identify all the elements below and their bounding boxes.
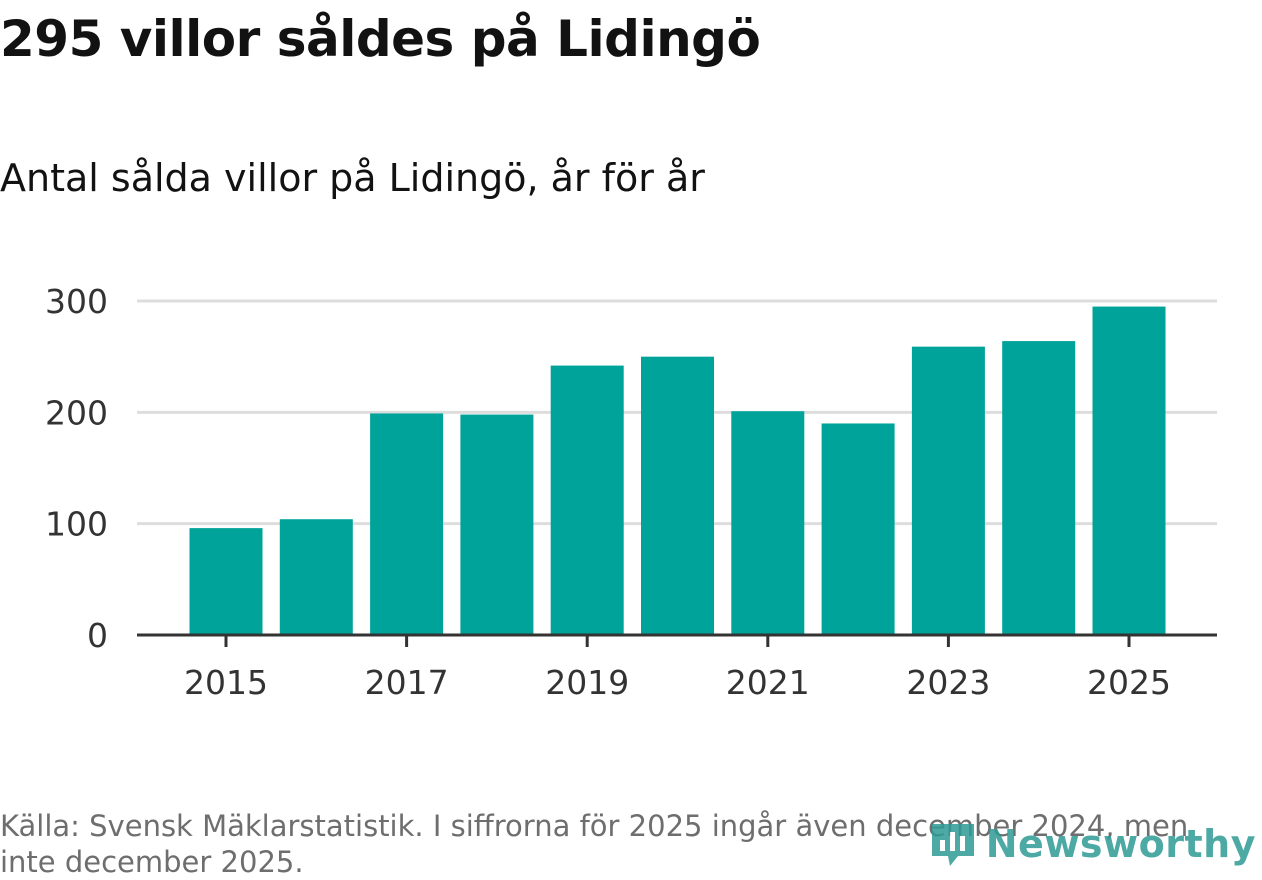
bar-2025 bbox=[1092, 306, 1166, 635]
x-tick-label: 2015 bbox=[184, 663, 268, 702]
newsworthy-logo-icon bbox=[931, 824, 974, 866]
bar-2021 bbox=[731, 411, 805, 635]
bar-2015 bbox=[189, 528, 263, 635]
bars bbox=[189, 306, 1166, 635]
x-tick-label: 2025 bbox=[1087, 663, 1171, 702]
bar-2022 bbox=[821, 423, 895, 635]
bar-chart: 2015 2017 2019 2021 2023 2025 0 100 200 300 bbox=[45, 282, 1217, 702]
x-tick-label: 2023 bbox=[906, 663, 990, 702]
chart-title: 295 villor såldes på Lidingö bbox=[0, 10, 761, 68]
y-tick-label: 100 bbox=[45, 505, 108, 544]
y-tick-label: 300 bbox=[45, 282, 108, 321]
y-ticks: 0 100 200 300 bbox=[45, 282, 108, 655]
newsworthy-logo-text: Newsworthy bbox=[985, 822, 1256, 866]
source-note: Källa: Svensk Mäklarstatistik. I siffror… bbox=[0, 809, 1189, 879]
bar-2020 bbox=[641, 356, 714, 635]
chart-subtitle: Antal sålda villor på Lidingö, år för år bbox=[0, 156, 705, 200]
x-tick-label: 2021 bbox=[726, 663, 810, 702]
newsworthy-logo: Newsworthy bbox=[928, 818, 1256, 870]
x-tick-label: 2019 bbox=[545, 663, 629, 702]
bar-2016 bbox=[279, 519, 353, 635]
bar-2018 bbox=[460, 414, 534, 635]
y-tick-label: 200 bbox=[45, 393, 108, 432]
bar-2023 bbox=[911, 346, 985, 635]
bar-2017 bbox=[370, 413, 444, 635]
bar-2019 bbox=[550, 365, 624, 635]
x-ticks: 2015 2017 2019 2021 2023 2025 bbox=[184, 635, 1171, 702]
x-tick-label: 2017 bbox=[365, 663, 449, 702]
y-tick-label: 0 bbox=[87, 616, 108, 655]
bar-2024 bbox=[1002, 341, 1076, 635]
